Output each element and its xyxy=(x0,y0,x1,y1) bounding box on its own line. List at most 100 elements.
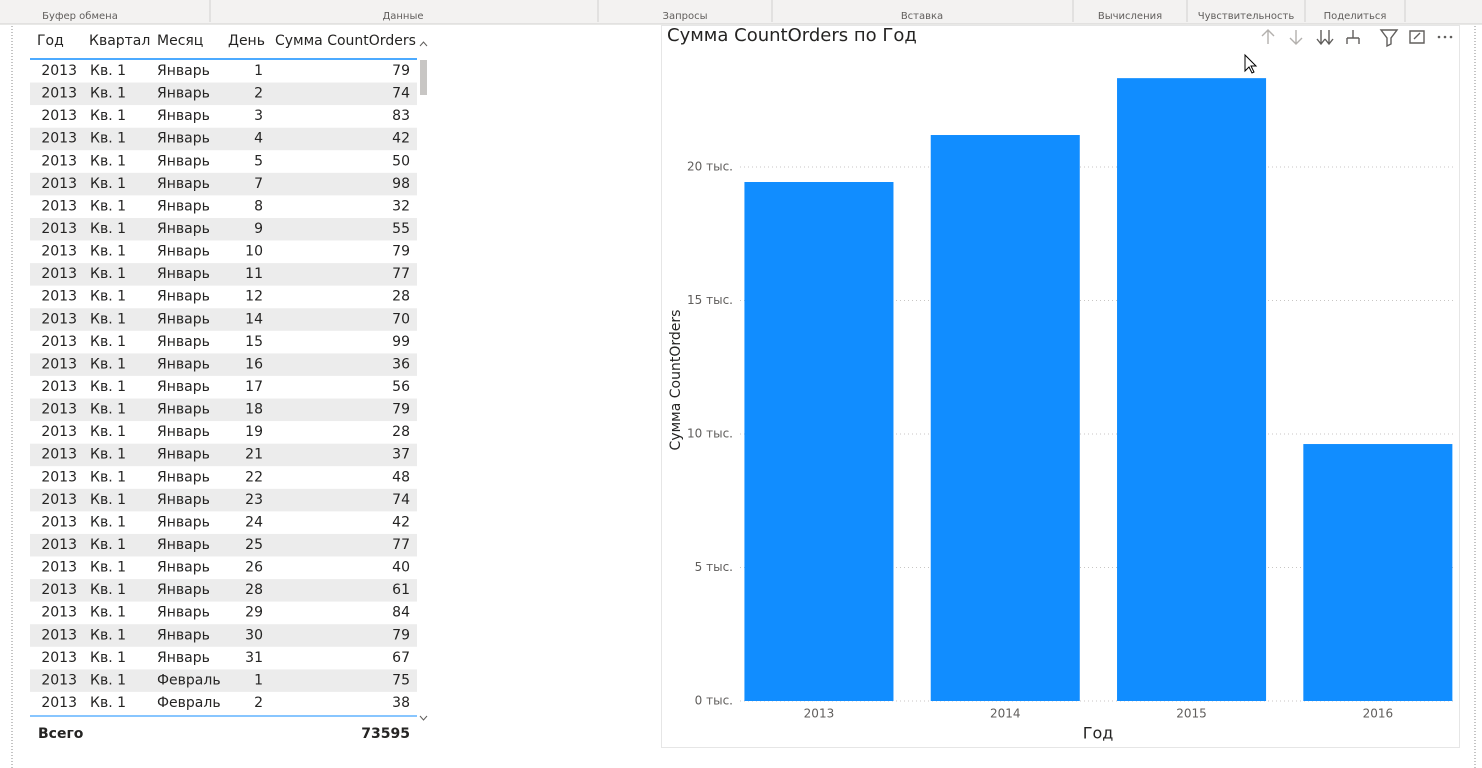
table-cell: 2013 xyxy=(41,221,77,237)
table-cell: 77 xyxy=(392,537,410,553)
table-cell: Январь xyxy=(157,514,210,530)
table-cell: 56 xyxy=(392,379,410,395)
table-cell: Кв. 1 xyxy=(90,176,126,192)
x-axis-title: Год xyxy=(1083,724,1114,743)
table-cell: 2013 xyxy=(41,605,77,621)
table-cell: 2013 xyxy=(41,447,77,463)
table-cell: 2013 xyxy=(41,334,77,350)
table-cell: 79 xyxy=(392,627,410,643)
table-cell: 48 xyxy=(392,469,410,485)
scrollbar[interactable] xyxy=(419,60,428,714)
table-cell: 42 xyxy=(392,131,410,147)
table-cell: 75 xyxy=(392,672,410,688)
scroll-thumb[interactable] xyxy=(420,60,427,95)
visual-header-icons[interactable] xyxy=(1261,29,1425,48)
table-cell: 1 xyxy=(254,63,263,79)
row-band xyxy=(30,443,417,467)
table-cell: 28 xyxy=(392,289,410,305)
table-cell: 2013 xyxy=(41,86,77,102)
x-tick-label: 2015 xyxy=(1176,707,1207,721)
table-cell: Январь xyxy=(157,289,210,305)
table-cell: Февраль xyxy=(157,672,221,688)
table-cell: 50 xyxy=(392,153,410,169)
table-cell: 2013 xyxy=(41,311,77,327)
table-cell: 70 xyxy=(392,311,410,327)
table-cell: Кв. 1 xyxy=(90,447,126,463)
table-cell: Январь xyxy=(157,492,210,508)
column-header: Квартал xyxy=(89,33,150,49)
table-cell: 2013 xyxy=(41,379,77,395)
table-cell: Кв. 1 xyxy=(90,198,126,214)
table-cell: Январь xyxy=(157,266,210,282)
table-cell: 2013 xyxy=(41,108,77,124)
table-cell: 38 xyxy=(392,695,410,711)
table-cell: Кв. 1 xyxy=(90,244,126,260)
table-cell: 7 xyxy=(254,176,263,192)
table-cell: 18 xyxy=(245,402,263,418)
table-cell: 79 xyxy=(392,402,410,418)
table-cell: 98 xyxy=(392,176,410,192)
table-cell: 55 xyxy=(392,221,410,237)
y-tick-label: 15 тыс. xyxy=(687,293,733,307)
table-cell: 2013 xyxy=(41,63,77,79)
table-cell: Кв. 1 xyxy=(90,605,126,621)
table-cell: Январь xyxy=(157,560,210,576)
table-cell: 5 xyxy=(254,153,263,169)
table-cell: Кв. 1 xyxy=(90,424,126,440)
table-cell: 23 xyxy=(245,492,263,508)
table-cell: 77 xyxy=(392,266,410,282)
table-cell: 2013 xyxy=(41,289,77,305)
table-cell: 79 xyxy=(392,63,410,79)
table-cell: Кв. 1 xyxy=(90,560,126,576)
table-cell: Январь xyxy=(157,244,210,260)
ribbon-group-label: Данные xyxy=(382,11,423,22)
bar xyxy=(744,182,894,702)
table-cell: 84 xyxy=(392,605,410,621)
row-band xyxy=(30,82,417,106)
table-cell: 10 xyxy=(245,244,263,260)
x-tick-label: 2016 xyxy=(1363,707,1394,721)
table-cell: Кв. 1 xyxy=(90,379,126,395)
table-cell: Февраль xyxy=(157,695,221,711)
table-cell: 17 xyxy=(245,379,263,395)
table-cell: Январь xyxy=(157,582,210,598)
table-cell: Январь xyxy=(157,650,210,666)
table-cell: Январь xyxy=(157,221,210,237)
table-cell: Кв. 1 xyxy=(90,289,126,305)
table-cell: 4 xyxy=(254,131,263,147)
ribbon xyxy=(0,0,1482,24)
table-cell: 2013 xyxy=(41,153,77,169)
table-cell: 3 xyxy=(254,108,263,124)
table-cell: Кв. 1 xyxy=(90,492,126,508)
table-cell: 2013 xyxy=(41,424,77,440)
table-cell: 2013 xyxy=(41,537,77,553)
table-cell: Кв. 1 xyxy=(90,402,126,418)
table-cell: Январь xyxy=(157,311,210,327)
y-tick-label: 0 тыс. xyxy=(695,694,733,708)
table-cell: Январь xyxy=(157,402,210,418)
column-header: День xyxy=(228,33,265,49)
table-cell: 2013 xyxy=(41,131,77,147)
table-cell: Январь xyxy=(157,131,210,147)
row-band xyxy=(30,488,417,512)
table-cell: Кв. 1 xyxy=(90,469,126,485)
table-cell: Январь xyxy=(157,605,210,621)
table-cell: 74 xyxy=(392,86,410,102)
more-options[interactable] xyxy=(1437,35,1453,39)
ribbon-group-label: Вычисления xyxy=(1098,11,1162,22)
x-tick-label: 2013 xyxy=(804,707,835,721)
table-cell: Январь xyxy=(157,537,210,553)
row-band xyxy=(30,353,417,376)
table-cell: Кв. 1 xyxy=(90,63,126,79)
ribbon-group-label: Поделиться xyxy=(1324,11,1387,22)
total-value: 73595 xyxy=(361,726,410,742)
table-cell: 19 xyxy=(245,424,263,440)
scroll-arrows[interactable] xyxy=(419,41,428,721)
table-cell: 2013 xyxy=(41,469,77,485)
column-header: Год xyxy=(37,33,64,49)
table-cell: 40 xyxy=(392,560,410,576)
bar xyxy=(1303,444,1453,701)
row-band xyxy=(30,263,417,286)
table-cell: Кв. 1 xyxy=(90,311,126,327)
